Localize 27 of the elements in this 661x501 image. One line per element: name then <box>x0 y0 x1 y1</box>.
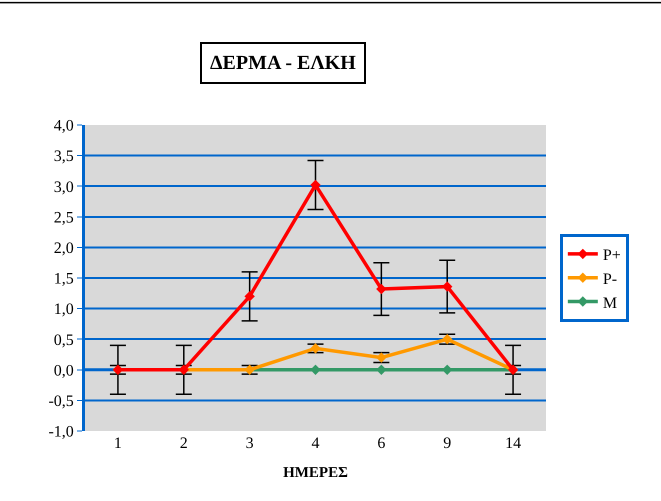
point <box>310 180 321 190</box>
x-tick-label: 1 <box>114 435 122 452</box>
x-tick-label: 14 <box>505 435 522 452</box>
legend-label: M <box>602 294 618 312</box>
y-tick-label: 0,5 <box>54 332 74 349</box>
y-tick-label: 1,0 <box>54 301 74 318</box>
point <box>442 281 452 292</box>
y-tick-label: 2,5 <box>54 209 74 226</box>
y-tick-label: 2,0 <box>54 240 74 257</box>
y-tick-label: -0,5 <box>48 393 74 410</box>
x-axis-title: ΗΜΕΡΕΣ <box>283 465 348 481</box>
legend-label: P+ <box>602 247 621 264</box>
y-tick-label: 3,0 <box>54 178 74 196</box>
point <box>244 291 255 302</box>
y-tick-label: 3,5 <box>54 148 74 166</box>
x-tick-label: 2 <box>180 435 188 452</box>
legend-label: P- <box>602 270 618 288</box>
y-tick-label: 1,5 <box>54 270 74 288</box>
y-tick-label: -1,0 <box>48 424 74 441</box>
x-tick-label: 9 <box>443 435 452 452</box>
x-tick-label: 4 <box>312 435 320 452</box>
y-tick-label: 0,0 <box>54 362 74 380</box>
x-tick-label: 3 <box>246 435 254 452</box>
y-tick-label: 4,0 <box>54 118 74 135</box>
chart-title: ΔΕΡΜΑ - ΕΛΚΗ <box>210 52 356 74</box>
point <box>442 364 452 375</box>
x-tick-label: 6 <box>377 435 386 452</box>
